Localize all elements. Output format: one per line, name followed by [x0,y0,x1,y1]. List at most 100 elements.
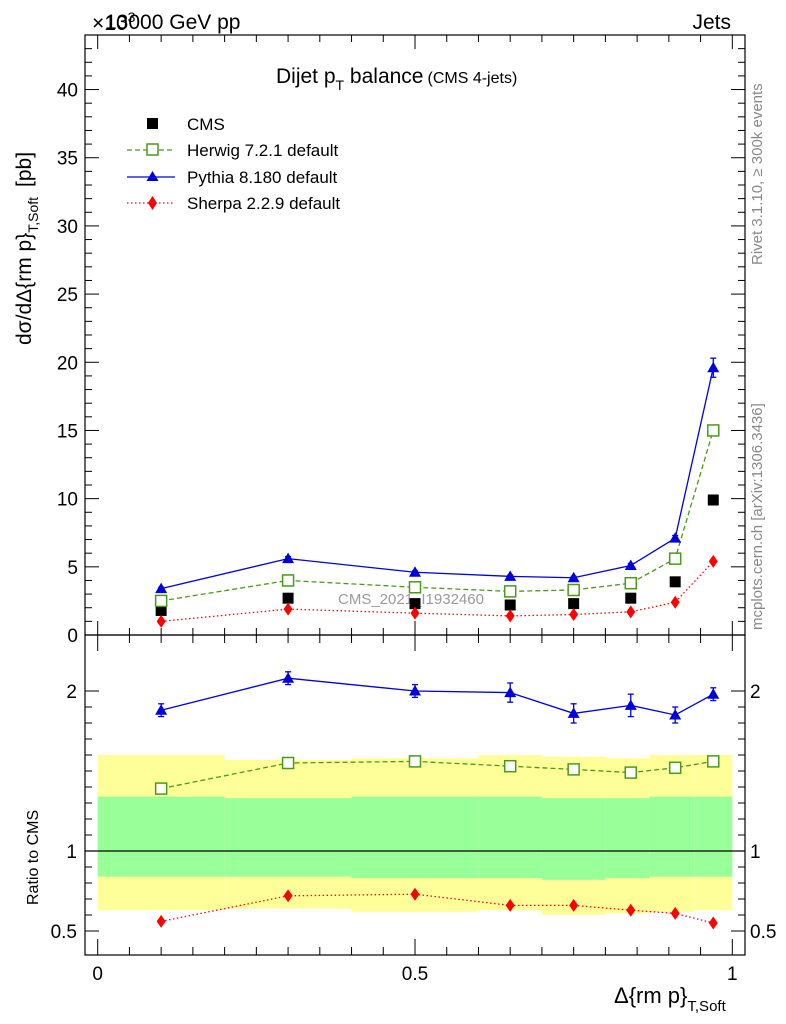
data-point-sherpa [283,602,293,616]
legend-label-cms: CMS [187,115,225,134]
y-tick-label: 0 [67,626,78,647]
data-point-sherpa [410,606,420,620]
data-point-herwig [567,763,580,776]
x-tick-label: 0 [92,964,103,985]
ratio-y-tick-label: 2 [66,682,77,703]
data-point-herwig [624,766,638,779]
data-point-sherpa [569,898,579,912]
data-point-pythia [409,566,421,577]
series-line-pythia [161,367,714,590]
data-point-herwig [707,424,720,437]
data-point-herwig [624,576,638,590]
data-point-cms [707,494,719,506]
header-energy: 13000 GeV pp [105,11,240,34]
data-point-pythia [567,571,580,583]
y-tick-label: 15 [57,421,78,442]
data-point-sherpa [626,903,636,917]
data-point-herwig [503,585,517,598]
data-point-sherpa [708,554,718,568]
data-point-pythia [282,672,295,683]
data-point-herwig [281,574,295,587]
data-point-cms [282,592,294,604]
data-point-herwig [707,755,720,768]
y-tick-label: 20 [57,353,78,374]
legend-marker-sherpa [148,196,157,210]
data-point-herwig [281,756,295,770]
exponent-label: ×103 [92,9,136,35]
legend-label-sherpa: Sherpa 2.2.9 default [187,194,340,213]
main-axes: 0 5 10 15 20 25 30 35 40 [57,35,745,647]
data-point-pythia [567,707,580,718]
data-point-herwig [408,581,422,594]
legend-label-pythia: Pythia 8.180 default [187,168,338,187]
legend-entry-cms: CMS [147,115,225,134]
data-point-herwig [154,594,168,608]
y-tick-label: 30 [57,217,78,238]
legend-entry-pythia: Pythia 8.180 default [127,168,338,187]
stat-uncertainty-band [478,796,542,879]
stat-uncertainty-band [351,796,479,879]
data-point-sherpa [505,609,515,623]
data-point-sherpa [708,916,718,930]
stat-uncertainty-band [97,796,225,877]
data-point-pythia [504,686,517,698]
y-tick-label: 25 [57,285,78,306]
legend-entry-herwig: Herwig 7.2.1 default [127,141,338,160]
data-point-pythia [707,688,720,699]
data-point-pythia [707,361,720,373]
ratio-y-tick-label: 1 [66,842,77,863]
y-axis-label: dσ/dΔ{rm p}T,Soft[pb] [13,152,41,345]
data-point-pythia [669,709,682,720]
ratio-uncertainty-bands [97,755,733,915]
data-point-herwig [154,782,168,795]
x-tick-label: 1 [727,964,738,985]
main-series [154,357,720,628]
y-tick-label: 40 [57,81,78,102]
data-point-cms [625,592,637,604]
mcplots-credit-label: mcplots.cern.ch [arXiv:1306.3436] [749,403,766,630]
data-point-pythia [624,559,637,570]
data-point-pythia [409,685,421,696]
data-point-sherpa [626,605,636,619]
data-point-sherpa [283,889,293,903]
legend-entry-sherpa: Sherpa 2.2.9 default [127,194,340,213]
data-point-sherpa [505,898,515,912]
data-point-cms [155,604,167,616]
data-point-sherpa [410,887,420,901]
stat-uncertainty-band [224,798,352,877]
data-point-pythia [155,704,168,715]
ratio-series [154,671,720,930]
y-tick-label: 10 [57,490,78,511]
y-tick-label: 5 [67,558,78,579]
series-line-sherpa [161,560,714,623]
data-point-pythia [504,570,517,581]
data-point-sherpa [156,614,166,628]
legend: CMS Herwig 7.2.1 default Pythia 8.180 de… [127,115,340,213]
x-axis-label: Δ{rm p}T,Soft [614,983,727,1015]
rivet-version-label: Rivet 3.1.10, ≥ 300k events [749,83,766,265]
legend-marker-pythia [146,171,159,181]
ratio-y-tick-label-right: 2 [750,682,761,703]
ratio-axes: 0.5 0.5 1 1 2 2 0 0.5 1 [51,635,776,985]
ratio-y-tick-label-right: 0.5 [750,922,776,943]
ratio-y-axis-label: Ratio to CMS [25,810,42,905]
data-point-cms [409,598,421,610]
y-tick-label: 35 [57,149,78,170]
data-point-sherpa [156,914,166,928]
data-point-sherpa [670,595,680,609]
ratio-y-tick-label: 0.5 [51,922,77,943]
x-tick-label: 0.5 [402,964,428,985]
data-point-sherpa [569,608,579,622]
legend-marker-cms [147,118,158,129]
data-point-pythia [624,699,637,710]
series-line-herwig [161,430,714,602]
plot-title: Dijet pT balance (CMS 4-jets) [276,65,517,93]
ratio-y-tick-label-right: 1 [750,842,761,863]
data-point-cms [504,599,516,611]
legend-marker-herwig [146,143,159,156]
series-line-pythia [160,677,714,716]
data-point-sherpa [670,906,680,920]
data-point-herwig [668,552,682,565]
data-point-cms [568,598,580,610]
